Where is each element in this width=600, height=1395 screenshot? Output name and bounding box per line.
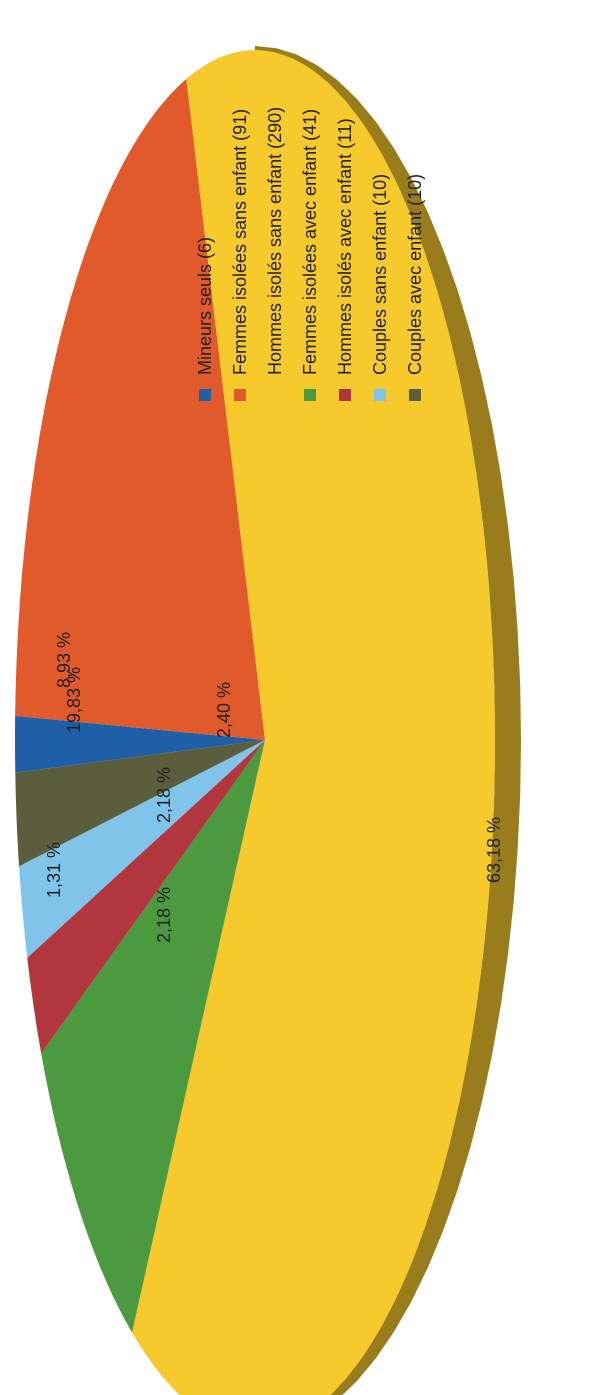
percent-label-5: 2,18 % [154,767,174,823]
pie-slice-1 [15,78,265,740]
legend-label-5: Couples sans enfant (10) [370,174,390,375]
pie-area [15,46,521,1395]
legend-label-0: Mineurs seuls (6) [195,237,215,375]
legend-label-1: Femmes isolées sans enfant (91) [230,109,250,375]
percent-label-0: 1,31 % [44,842,64,898]
pie-slice-6 [15,740,265,867]
legend: Mineurs seuls (6) Femmes isolées sans enf… [195,107,425,401]
legend-label-2: Hommes isolés sans enfant (290) [265,107,285,375]
percent-label-2: 63,18 % [484,817,504,883]
legend-label-6: Couples avec enfant (10) [405,174,425,375]
pie-slice-5 [19,740,265,958]
legend-swatch-0 [199,389,211,401]
percent-label-6: 2,18 % [154,887,174,943]
legend-swatch-1 [234,389,246,401]
pie-slice-2 [132,50,495,1395]
legend-label-4: Hommes isolés avec enfant (11) [335,118,355,375]
percent-label-1: 19,83 % [64,667,84,733]
pie-slice-0 [15,715,265,773]
percent-label-4: 2,40 % [214,682,234,738]
legend-swatch-3 [304,389,316,401]
pie-slice-4 [27,740,265,1054]
pie-slice-3 [41,740,266,1333]
legend-swatch-4 [339,389,351,401]
legend-swatch-6 [409,389,421,401]
pie-labels: 1,31 % 19,83 % 63,18 % 8,93 % 2,40 % 2,18 % 2,… [44,632,504,943]
legend-swatch-2 [269,389,281,401]
legend-label-3: Femmes isolées avec enfant (41) [300,109,320,375]
percent-label-3: 8,93 % [54,632,74,688]
legend-swatch-5 [374,389,386,401]
